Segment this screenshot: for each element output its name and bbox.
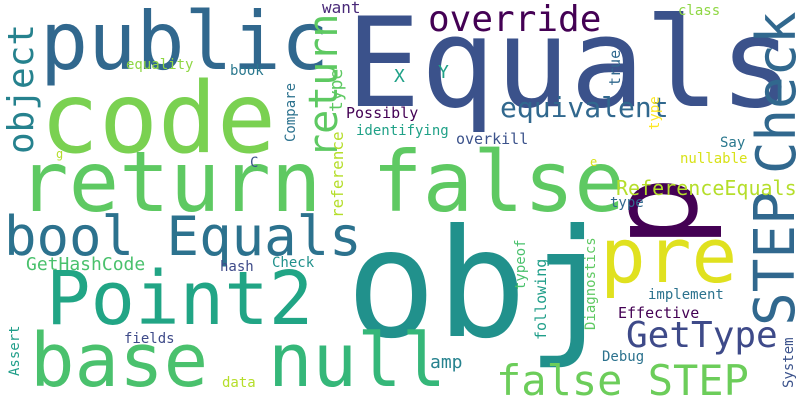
word-implement: implement — [648, 288, 724, 302]
word-c: C — [250, 156, 258, 170]
word-possibly: Possibly — [346, 106, 418, 121]
word-type-small: type — [610, 196, 644, 210]
word-base: base — [30, 324, 208, 398]
word-gettype: GetType — [626, 318, 778, 354]
word-object: object — [4, 24, 40, 154]
word-override: override — [428, 2, 601, 38]
word-compare: Compare — [284, 83, 298, 142]
word-hash: hash — [220, 260, 254, 274]
word-type-vertical: type — [328, 69, 346, 112]
word-identifying: identifying — [356, 124, 449, 138]
word-system: System — [782, 337, 796, 388]
word-pre: pre — [600, 218, 737, 294]
word-type-yellow: type — [648, 96, 662, 130]
word-gethashcode: GetHashCode — [26, 256, 145, 274]
word-step-large: STEP — [748, 191, 800, 326]
word-class: class — [678, 4, 720, 18]
word-check-large: Check — [750, 11, 800, 174]
word-typeof: typeof — [514, 239, 528, 290]
word-reference: reference — [330, 131, 346, 218]
word-fields: fields — [124, 332, 175, 346]
word-true: true — [608, 50, 623, 86]
word-g: g — [56, 148, 63, 160]
word-assert: Assert — [8, 325, 22, 376]
word-data: data — [222, 376, 256, 390]
word-amp: amp — [430, 354, 463, 372]
word-diagnostics: Diagnostics — [584, 237, 598, 330]
word-false-step: false STEP — [496, 360, 749, 400]
word-y: Y — [438, 64, 449, 82]
word-equality: equality — [126, 58, 193, 72]
word-want: want — [322, 0, 361, 16]
word-debug: Debug — [602, 350, 644, 364]
word-following: following — [534, 259, 549, 340]
word-nullable: nullable — [680, 152, 747, 166]
word-equivalent: equivalent — [500, 94, 669, 122]
word-check-small: Check — [272, 256, 314, 270]
word-effective: Effective — [618, 306, 699, 321]
word-x: X — [394, 68, 405, 86]
word-say: Say — [720, 136, 745, 150]
word-overkill: overkill — [456, 132, 528, 147]
word-e: e — [590, 156, 597, 168]
word-null: null — [268, 324, 446, 398]
word-book: book — [230, 64, 264, 78]
